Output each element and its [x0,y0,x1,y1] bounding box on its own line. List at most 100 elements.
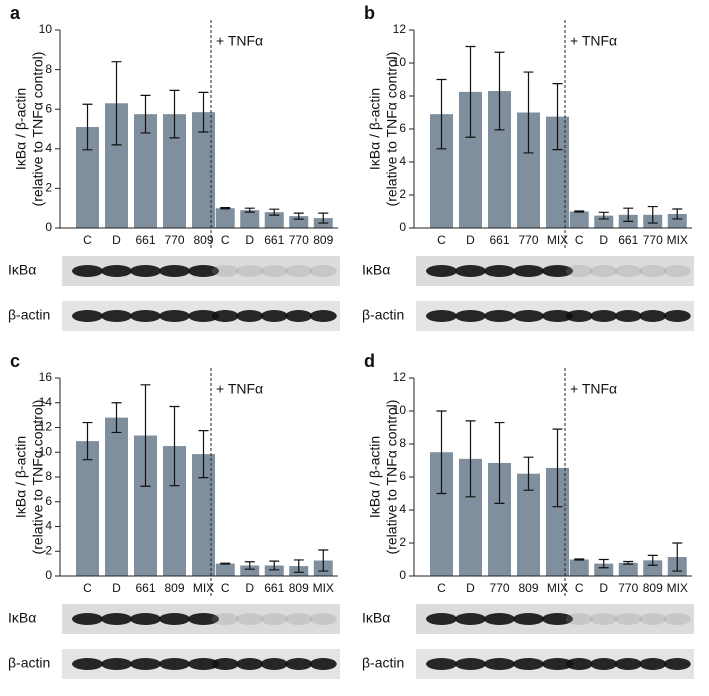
error-bar [220,562,231,565]
error-bar [198,91,209,133]
blot-band [455,310,486,322]
y-axis-label: (relative to TNFα control) [384,52,400,207]
error-bar [140,384,151,487]
bar [488,91,511,228]
x-tick-label: 809 [193,233,213,247]
blot-band [565,658,593,670]
blot-band [663,310,691,322]
blot-band [72,613,103,625]
x-tick-label: C [83,581,92,595]
y-tick-label: 8 [399,88,406,102]
error-bar [647,205,658,224]
bar [430,114,453,228]
blot-band [211,658,239,670]
blot-band [484,310,515,322]
y-tick-label: 6 [399,469,406,483]
y-axis-label: IκBα / β-actin [13,436,29,518]
bar [76,127,99,228]
bar [192,112,215,228]
error-bar [318,212,329,224]
blot-band [590,265,618,277]
blot-label: IκBα [362,610,390,626]
x-tick-label: 809 [313,233,333,247]
blot-label: IκBα [362,262,390,278]
blot-label: IκBα [8,262,36,278]
y-tick-label: 0 [399,568,406,582]
bar [643,560,663,576]
y-tick-label: 4 [45,519,52,533]
x-tick-label: 809 [289,581,309,595]
y-tick-label: 2 [45,181,52,195]
bar [517,473,540,576]
error-bar [436,78,447,150]
panel-label: c [10,351,20,371]
bar [192,454,215,576]
x-tick-label: MIX [547,233,568,247]
x-tick-label: MIX [547,581,568,595]
blot-label: β-actin [362,307,404,323]
blot-band [426,265,457,277]
bar [569,211,589,228]
error-bar [465,420,476,498]
y-axis-label: (relative to TNFα control) [384,400,400,555]
x-tick-label: 770 [618,581,638,595]
x-tick-label: MIX [667,233,688,247]
x-tick-label: 770 [489,581,509,595]
blot-band [590,310,618,322]
chart-panel: b IκBα / β-actin (relative to TNFα control… [362,3,694,331]
blot-band [211,310,239,322]
x-tick-label: C [221,581,230,595]
blot-band [101,613,132,625]
error-bar [465,45,476,138]
blot-label: β-actin [362,655,404,671]
blot-band [188,310,219,322]
bar [134,435,157,576]
y-axis-label: IκBα / β-actin [367,436,383,518]
x-tick-label: 809 [643,581,663,595]
blot-band [590,613,618,625]
bar [134,114,157,228]
blot-band [513,658,544,670]
x-tick-label: C [437,233,446,247]
blot-band [130,310,161,322]
bar [667,213,687,228]
blot-band [663,265,691,277]
blot-band [285,658,313,670]
bar [546,467,569,576]
blot-band [513,265,544,277]
error-bar [523,456,534,491]
error-bar [647,554,658,566]
blot-band [590,658,618,670]
blot-band [211,613,239,625]
error-bar [574,210,585,213]
bar [105,417,128,576]
blot-band [565,265,593,277]
x-tick-label: 770 [289,233,309,247]
error-bar [523,71,534,154]
blot-band [614,613,642,625]
annotation: + TNFα [570,381,617,397]
y-tick-label: 8 [45,62,52,76]
x-tick-label: 661 [264,233,284,247]
error-bar [494,421,505,504]
blot-label: IκBα [8,610,36,626]
x-tick-label: D [112,581,121,595]
x-tick-label: 770 [643,233,663,247]
x-tick-label: 661 [135,581,155,595]
x-tick-label: D [112,233,121,247]
bar [459,458,482,576]
blot-band [663,613,691,625]
blot-band [639,265,667,277]
bar [215,563,235,576]
blot-band [236,613,264,625]
blot-band [72,265,103,277]
y-axis-label: IκBα / β-actin [13,88,29,170]
error-bar [598,211,609,220]
blot-band [639,658,667,670]
x-tick-label: D [599,233,608,247]
bar [163,114,186,228]
blot-band [72,310,103,322]
blot-band [159,265,190,277]
blot-band [565,613,593,625]
